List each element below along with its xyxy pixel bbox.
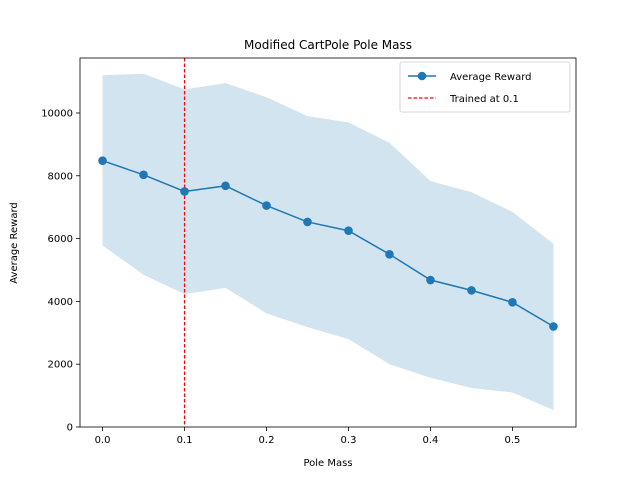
x-tick-label: 0.5 bbox=[505, 435, 521, 446]
data-point bbox=[549, 322, 558, 331]
x-tick-label: 0.0 bbox=[95, 435, 111, 446]
data-point bbox=[98, 156, 107, 165]
data-point bbox=[262, 201, 271, 210]
x-tick-label: 0.2 bbox=[259, 435, 275, 446]
legend: Average Reward Trained at 0.1 bbox=[399, 61, 571, 113]
legend-label-average-reward: Average Reward bbox=[450, 72, 531, 83]
data-point bbox=[303, 217, 312, 227]
chart-title: Modified CartPole Pole Mass bbox=[244, 38, 412, 52]
x-axis-label: Pole Mass bbox=[303, 458, 352, 469]
data-point bbox=[344, 226, 353, 236]
data-point bbox=[426, 275, 435, 285]
y-tick-label: 0 bbox=[67, 423, 73, 434]
legend-marker-average-reward bbox=[417, 71, 427, 81]
legend-label-trained: Trained at 0.1 bbox=[449, 94, 519, 105]
std-band bbox=[102, 73, 554, 411]
y-tick-label: 8000 bbox=[48, 171, 73, 182]
y-tick-label: 4000 bbox=[48, 297, 73, 308]
data-point bbox=[139, 170, 148, 180]
data-point bbox=[221, 181, 230, 191]
x-tick-label: 0.4 bbox=[423, 435, 439, 446]
x-tick-label: 0.3 bbox=[341, 435, 357, 446]
y-axis-label: Average Reward bbox=[9, 202, 20, 283]
x-tick-label: 0.1 bbox=[177, 435, 193, 446]
axes-frame bbox=[79, 57, 577, 428]
data-point bbox=[467, 286, 476, 295]
y-tick-label: 10000 bbox=[41, 108, 73, 119]
series-line bbox=[102, 159, 554, 328]
legend-box bbox=[399, 61, 571, 113]
y-tick-label: 6000 bbox=[48, 234, 73, 245]
data-point bbox=[180, 187, 189, 196]
data-point bbox=[508, 298, 517, 307]
y-tick-label: 2000 bbox=[48, 360, 73, 371]
data-point bbox=[385, 249, 394, 259]
plot-area: 0.0 0.1 0.2 0.3 0.4 0.5 0 2000 4000 6000 8000 10000 bbox=[41, 57, 577, 446]
